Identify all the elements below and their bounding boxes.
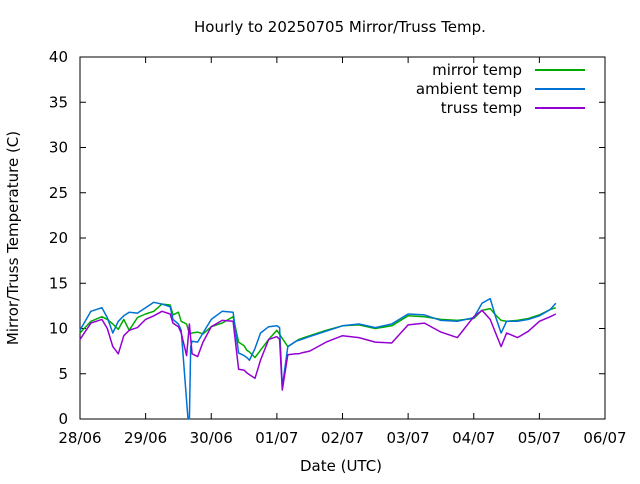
axis-ticks: 0 5 10 15 20 25 30 35 40 28/06 29/06 30/06 01/07 02/0… (49, 48, 627, 447)
x-tick-label: 03/07 (387, 429, 430, 447)
y-tick-label: 15 (49, 274, 68, 292)
y-tick-label: 40 (49, 48, 68, 66)
legend-label: ambient temp (416, 80, 522, 98)
y-tick-label: 30 (49, 139, 68, 157)
y-tick-label: 10 (49, 320, 68, 338)
chart-title: Hourly to 20250705 Mirror/Truss Temp. (194, 18, 486, 36)
y-tick-label: 0 (58, 410, 68, 428)
x-tick-label: 02/07 (321, 429, 364, 447)
legend-label: truss temp (441, 99, 522, 117)
series-layer (79, 297, 557, 420)
x-axis-label: Date (UTC) (300, 457, 382, 475)
series-line-2 (79, 309, 557, 391)
x-tick-label: 05/07 (518, 429, 561, 447)
x-tick-label: 01/07 (255, 429, 298, 447)
y-axis-label: Mirror/Truss Temperature (C) (4, 131, 22, 345)
x-tick-label: 30/06 (190, 429, 233, 447)
x-tick-label: 28/06 (58, 429, 101, 447)
y-tick-label: 25 (49, 184, 68, 202)
x-tick-label: 04/07 (452, 429, 495, 447)
y-tick-label: 5 (58, 365, 68, 383)
x-tick-label: 29/06 (124, 429, 167, 447)
y-tick-label: 35 (49, 93, 68, 111)
legend-label: mirror temp (432, 61, 522, 79)
y-tick-label: 20 (49, 229, 68, 247)
x-tick-label: 06/07 (583, 429, 626, 447)
plot-frame (79, 56, 606, 420)
